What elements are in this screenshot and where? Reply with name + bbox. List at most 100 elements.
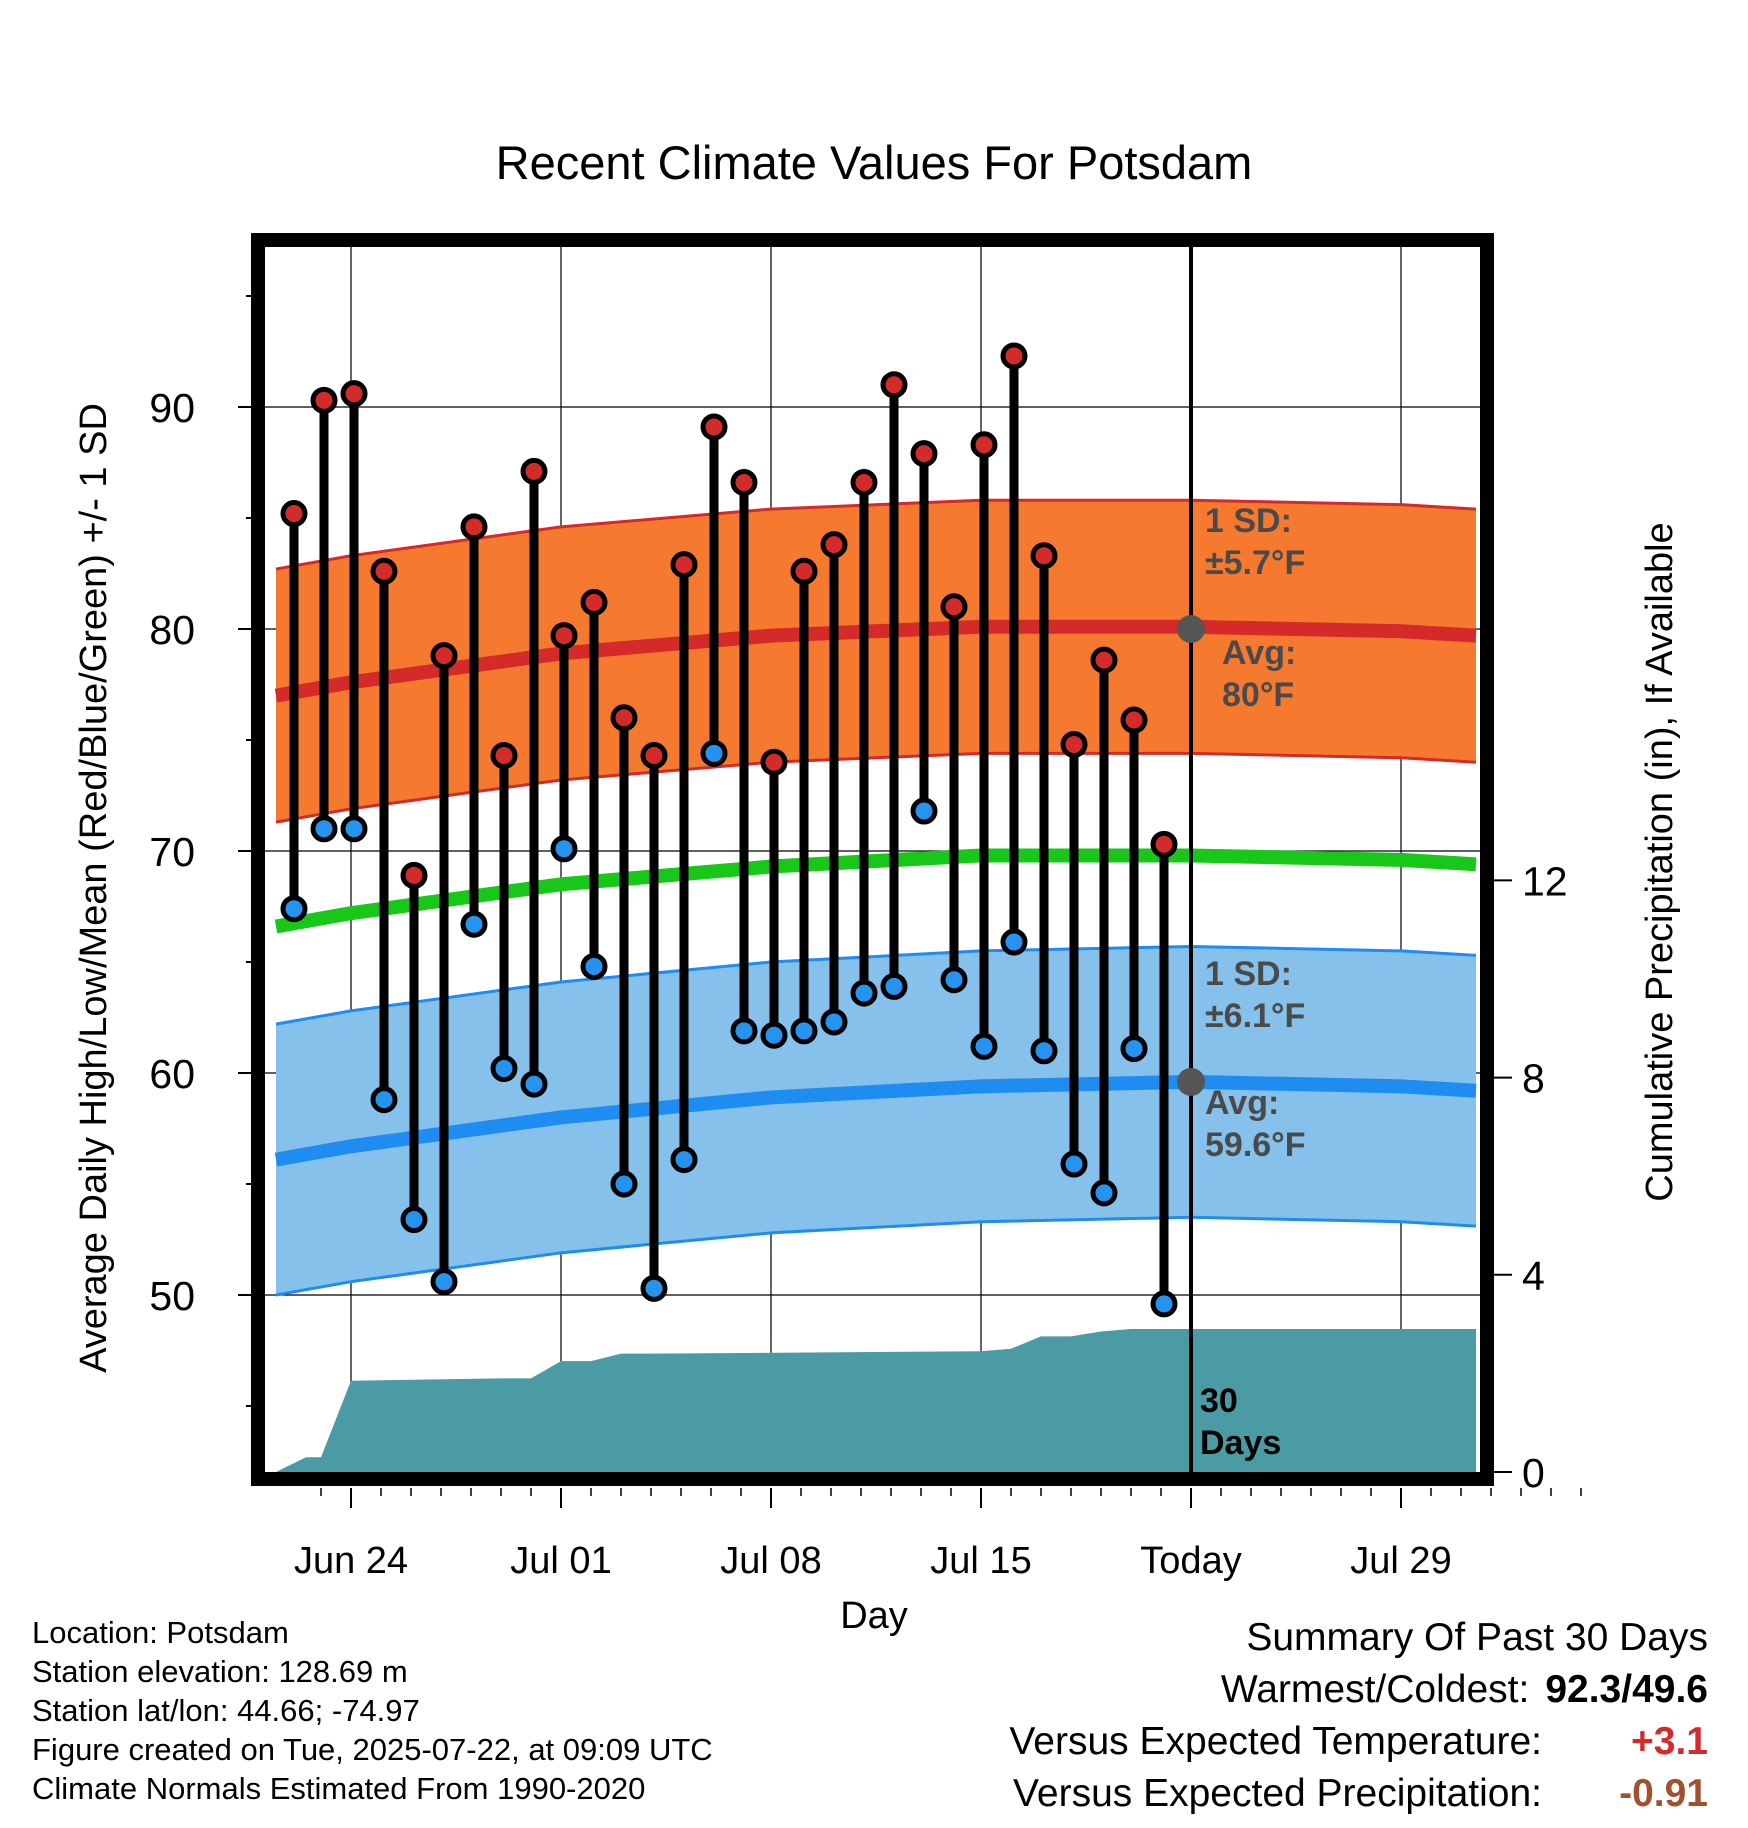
- daily-low-point: [1060, 1150, 1088, 1178]
- window-line1: 30: [1200, 1382, 1238, 1420]
- plot-border: [251, 233, 1494, 1486]
- high-sd-line2: ±5.7°F: [1205, 544, 1305, 582]
- temp-anomaly-row: Versus Expected Temperature: +3.1: [1009, 1716, 1708, 1768]
- daily-low-point: [490, 1055, 518, 1083]
- daily-high-point: [1060, 730, 1088, 758]
- daily-high-point: [310, 386, 338, 414]
- daily-high-point: [490, 742, 518, 770]
- daily-high-point: [730, 468, 758, 496]
- today-markers: [1177, 615, 1205, 1096]
- daily-low-point: [1030, 1037, 1058, 1065]
- daily-high-point: [700, 413, 728, 441]
- cumulative-precip-area: [276, 1329, 1476, 1472]
- daily-high-point: [550, 622, 578, 650]
- daily-low-point: [610, 1170, 638, 1198]
- daily-low-point: [730, 1017, 758, 1045]
- daily-high-point: [670, 551, 698, 579]
- x-tick-label: Today: [1140, 1540, 1241, 1582]
- y-left-tick-label: 80: [149, 607, 195, 653]
- daily-high-point: [1150, 830, 1178, 858]
- daily-low-point: [1150, 1290, 1178, 1318]
- daily-high-point: [640, 742, 668, 770]
- summary-panel: Summary Of Past 30 Days Warmest/Coldest:…: [1009, 1612, 1708, 1820]
- high-sd-line1: 1 SD:: [1205, 502, 1292, 540]
- daily-low-point: [850, 979, 878, 1007]
- daily-high-point: [370, 557, 398, 585]
- latlon-text: Station lat/lon: 44.66; -74.97: [32, 1693, 420, 1728]
- x-tick-label: Jun 24: [294, 1540, 408, 1582]
- daily-high-point: [910, 440, 938, 468]
- high-sd-band: [276, 500, 1476, 823]
- daily-low-point: [580, 952, 608, 980]
- precip-anomaly-label: Versus Expected Precipitation:: [1013, 1772, 1542, 1815]
- high-band-upper-edge: [275, 498, 1477, 571]
- y-left-tick-label: 90: [149, 385, 195, 431]
- daily-high-point: [820, 531, 848, 559]
- low-sd-line2: ±6.1°F: [1205, 997, 1305, 1035]
- daily-high-point: [760, 748, 788, 776]
- daily-high-point: [520, 457, 548, 485]
- daily-high-point: [460, 513, 488, 541]
- warmest-coldest-row: Warmest/Coldest: 92.3/49.6: [1009, 1664, 1708, 1716]
- location-text: Location: Potsdam: [32, 1615, 289, 1650]
- daily-high-point: [430, 642, 458, 670]
- temp-anomaly-label: Versus Expected Temperature:: [1009, 1720, 1542, 1763]
- daily-high-point: [580, 588, 608, 616]
- daily-low-point: [370, 1086, 398, 1114]
- daily-low-point: [520, 1070, 548, 1098]
- window-line2: Days: [1200, 1424, 1281, 1462]
- daily-low-point: [640, 1274, 668, 1302]
- daily-low-point: [340, 815, 368, 843]
- high-avg-line2: 80°F: [1222, 676, 1294, 714]
- daily-observations: [280, 342, 1178, 1318]
- daily-low-point: [760, 1021, 788, 1049]
- daily-low-point: [280, 895, 308, 923]
- y-axis-label-right: Cumulative Precipitation (in), If Availa…: [1639, 522, 1681, 1201]
- normal-bands: [274, 247, 1477, 1472]
- daily-high-point: [850, 468, 878, 496]
- today-low-avg-marker: [1177, 1067, 1205, 1096]
- y-right-tick-label: 4: [1522, 1253, 1545, 1299]
- daily-high-point: [940, 593, 968, 621]
- low-sd-band: [276, 946, 1476, 1295]
- daily-high-point: [1120, 706, 1148, 734]
- daily-low-point: [790, 1017, 818, 1045]
- y-left-tick-label: 50: [149, 1273, 195, 1319]
- daily-high-point: [880, 371, 908, 399]
- daily-low-point: [1120, 1035, 1148, 1063]
- daily-high-point: [1000, 342, 1028, 370]
- x-tick-label: Jul 08: [720, 1540, 821, 1582]
- daily-low-point: [310, 815, 338, 843]
- daily-low-point: [460, 910, 488, 938]
- y-right-tick-label: 0: [1522, 1450, 1545, 1496]
- daily-high-point: [610, 704, 638, 732]
- daily-high-point: [400, 861, 428, 889]
- normals-text: Climate Normals Estimated From 1990-2020: [32, 1771, 646, 1806]
- daily-low-point: [700, 739, 728, 767]
- daily-low-point: [970, 1032, 998, 1060]
- x-tick-label: Jul 15: [930, 1540, 1031, 1582]
- x-tick-label: Jul 01: [510, 1540, 611, 1582]
- daily-high-point: [970, 431, 998, 459]
- x-axis-label: Day: [840, 1595, 908, 1637]
- daily-low-point: [400, 1206, 428, 1234]
- y-right-tick-label: 12: [1522, 858, 1568, 904]
- precip-area: [276, 1329, 1476, 1472]
- low-band-lower-edge: [275, 1215, 1477, 1297]
- summary-heading: Summary Of Past 30 Days: [1246, 1616, 1708, 1659]
- low-avg-line2: 59.6°F: [1205, 1126, 1306, 1164]
- daily-high-point: [340, 380, 368, 408]
- coldest-value: 49.6: [1632, 1668, 1708, 1711]
- normal-low-mean-line: [274, 1074, 1477, 1167]
- daily-low-point: [820, 1008, 848, 1036]
- daily-low-point: [430, 1268, 458, 1296]
- daily-low-point: [940, 966, 968, 994]
- daily-low-point: [670, 1146, 698, 1174]
- precip-anomaly-row: Versus Expected Precipitation: -0.91: [1009, 1768, 1708, 1820]
- low-avg-line1: Avg:: [1205, 1084, 1279, 1122]
- y-axis-label-left: Average Daily High/Low/Mean (Red/Blue/Gr…: [73, 403, 115, 1373]
- normal-mean-line: [274, 848, 1477, 934]
- plot-frame: [251, 233, 1494, 1486]
- x-tick-label: Jul 29: [1350, 1540, 1451, 1582]
